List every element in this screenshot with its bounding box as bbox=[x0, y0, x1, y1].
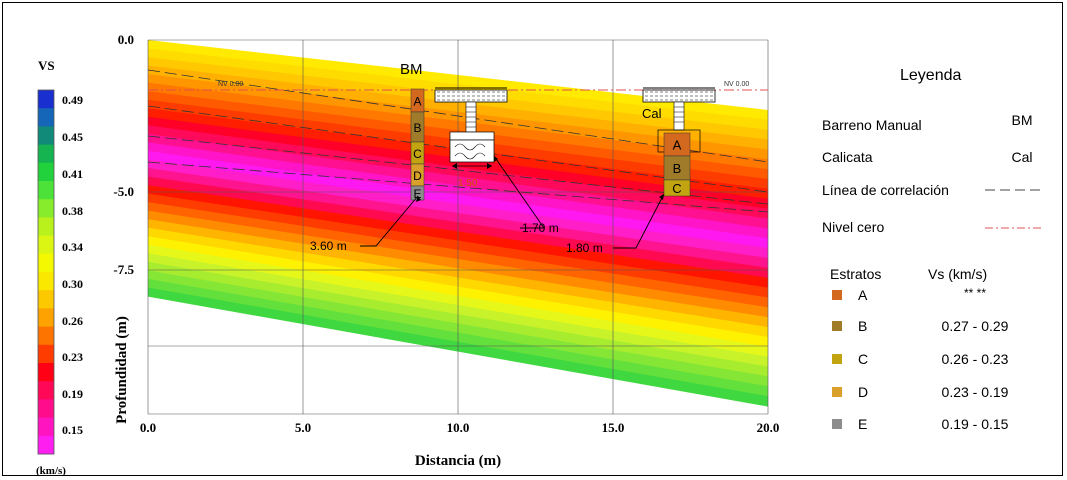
colorbar-segment bbox=[38, 417, 54, 437]
colorbar-tick-label: 0.30 bbox=[62, 277, 83, 291]
colorbar-segment bbox=[38, 253, 54, 273]
legend-row-symbol: BM bbox=[1012, 112, 1033, 128]
strata-vs: ** ** bbox=[964, 286, 986, 300]
x-tick-label: 5.0 bbox=[295, 420, 311, 435]
depth-label-cal-right: 1.80 m bbox=[566, 241, 603, 255]
colorbar-tick-label: 0.23 bbox=[62, 350, 83, 364]
cal-layer-label: B bbox=[673, 161, 682, 176]
legend-row-symbol: Cal bbox=[1011, 149, 1032, 165]
colorbar-segment bbox=[38, 126, 54, 146]
cal-layer-label: A bbox=[673, 138, 682, 153]
strata-name: D bbox=[858, 384, 868, 400]
nv-label-right: NV 0.00 bbox=[724, 81, 749, 88]
colorbar-segment bbox=[38, 108, 54, 127]
depth-label-bm: 3.60 m bbox=[310, 239, 347, 253]
cal-label: Cal bbox=[642, 106, 662, 121]
x-tick-label: 0.0 bbox=[140, 420, 156, 435]
cal-column: ABC bbox=[663, 132, 691, 197]
colorbar-segment bbox=[38, 290, 54, 309]
colorbar-border bbox=[37, 89, 55, 455]
colorbar-unit: (km/s) bbox=[36, 465, 66, 477]
colorbar-segment bbox=[38, 181, 54, 200]
legend-row-label: Barreno Manual bbox=[822, 117, 922, 133]
bm-layer-label: E bbox=[413, 187, 421, 201]
legend-row-label: Nivel cero bbox=[822, 219, 884, 235]
x-tick-label: 20.0 bbox=[757, 420, 780, 435]
x-axis-ticks: 0.0 5.0 10.0 15.0 20.0 bbox=[140, 420, 780, 435]
width-dimension: 1.50 bbox=[452, 163, 492, 189]
structure-left-icon bbox=[434, 87, 508, 163]
strata-legend: A ** ** B 0.27 - 0.29 C 0.26 - 0.23 D 0.23 - 0.… bbox=[832, 286, 1009, 432]
colorbar-segment bbox=[38, 363, 54, 382]
y-tick-label: -7.5 bbox=[113, 262, 134, 277]
strata-vs: 0.23 - 0.19 bbox=[942, 384, 1009, 400]
colorbar-tick-label: 0.38 bbox=[62, 204, 83, 218]
y-tick-label: 0.0 bbox=[118, 32, 134, 47]
legend-row-label: Línea de correlación bbox=[822, 182, 949, 198]
strata-swatch bbox=[832, 290, 842, 300]
x-tick-label: 15.0 bbox=[602, 420, 625, 435]
strata-name: B bbox=[858, 318, 867, 334]
strata-swatch bbox=[832, 387, 842, 397]
colorbar-segment bbox=[38, 381, 54, 400]
colorbar-segment bbox=[38, 162, 54, 182]
bm-layer-label: C bbox=[413, 147, 422, 161]
bm-layer-label: A bbox=[413, 95, 421, 109]
colorbar-tick-label: 0.26 bbox=[62, 314, 83, 328]
colorbar-tick-label: 0.19 bbox=[62, 387, 83, 401]
legend-row-label: Calicata bbox=[822, 149, 873, 165]
leader-lines bbox=[360, 155, 665, 249]
strata-name: C bbox=[858, 351, 868, 367]
colorbar bbox=[38, 90, 54, 455]
cal-layer bbox=[663, 155, 691, 181]
colorbar-segment bbox=[38, 272, 54, 291]
colorbar-ticks: 0.49 0.45 0.41 0.38 0.34 0.30 0.26 0.23 0.19 0.15 bbox=[62, 93, 83, 437]
strata-vs: 0.19 - 0.15 bbox=[942, 416, 1009, 432]
strata-vs: 0.27 - 0.29 bbox=[942, 318, 1009, 334]
colorbar-segment bbox=[38, 217, 54, 237]
strata-swatch bbox=[832, 354, 842, 364]
colorbar-tick-label: 0.41 bbox=[62, 167, 83, 181]
cal-layer-label: C bbox=[672, 181, 681, 196]
x-axis-label: Distancia (m) bbox=[415, 453, 501, 469]
cal-layer bbox=[663, 179, 691, 197]
strata-vs: 0.26 - 0.23 bbox=[942, 351, 1009, 367]
colorbar-segment bbox=[38, 144, 54, 164]
bm-label: BM bbox=[400, 61, 423, 78]
strata-header: Estratos bbox=[830, 266, 881, 282]
bm-layer-label: D bbox=[413, 169, 422, 183]
strata-name: E bbox=[858, 416, 867, 432]
y-axis-ticks: 0.0 -5.0 -7.5 bbox=[113, 32, 134, 277]
colorbar-tick-label: 0.49 bbox=[62, 93, 83, 107]
depth-label-cal-top: 1.70 m bbox=[522, 221, 559, 235]
svg-text:1.50: 1.50 bbox=[458, 178, 478, 189]
colorbar-tick-label: 0.34 bbox=[62, 240, 83, 254]
colorbar-segment bbox=[38, 90, 54, 109]
legend-title: Leyenda bbox=[900, 67, 961, 84]
colorbar-tick-label: 0.15 bbox=[62, 423, 83, 437]
strata-swatch bbox=[832, 419, 842, 429]
vs-header: Vs (km/s) bbox=[928, 266, 987, 282]
y-axis-label: Profundidad (m) bbox=[114, 316, 130, 424]
structure-right-icon bbox=[642, 87, 716, 153]
nv-label-left: NV 0.00 bbox=[218, 81, 243, 88]
colorbar-segment bbox=[38, 344, 54, 364]
y-tick-label: -5.0 bbox=[113, 184, 134, 199]
x-tick-label: 10.0 bbox=[447, 420, 470, 435]
colorbar-segment bbox=[38, 235, 54, 255]
colorbar-segment bbox=[38, 199, 54, 218]
colorbar-segment bbox=[38, 399, 54, 419]
strata-name: A bbox=[858, 287, 868, 303]
strata-swatch bbox=[832, 321, 842, 331]
colorbar-tick-label: 0.45 bbox=[62, 130, 83, 144]
legend-rows: Barreno Manual BM Calicata Cal Línea de corr… bbox=[822, 112, 1033, 235]
bm-layer-label: B bbox=[413, 121, 421, 135]
colorbar-title: VS bbox=[38, 58, 55, 73]
colorbar-segment bbox=[38, 435, 54, 455]
colorbar-segment bbox=[38, 308, 54, 328]
colorbar-segment bbox=[38, 326, 54, 346]
